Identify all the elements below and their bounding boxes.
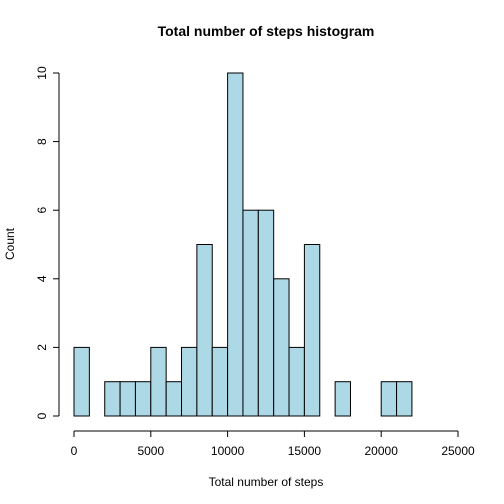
x-tick-label: 10000 (211, 444, 245, 458)
y-tick-label: 8 (35, 138, 49, 145)
histogram-bar (134, 381, 152, 417)
histogram-bar (119, 381, 136, 417)
histogram-bar (396, 381, 413, 417)
histogram-bar (211, 346, 229, 417)
x-tick-label: 15000 (288, 444, 322, 458)
histogram-bar (196, 244, 213, 417)
x-axis: 0 5000 10000 15000 20000 25000 (71, 430, 475, 458)
histogram-bar (73, 346, 90, 417)
chart-title: Total number of steps histogram (158, 23, 375, 39)
histogram-bar (257, 209, 275, 417)
histogram-bar (104, 381, 121, 417)
y-tick-label: 2 (35, 344, 49, 351)
y-tick-label: 6 (35, 207, 49, 214)
histogram-bar (181, 346, 198, 417)
bars-group (73, 72, 413, 417)
x-tick-label: 25000 (441, 444, 475, 458)
x-tick-label: 0 (71, 444, 78, 458)
histogram-bar (150, 346, 167, 417)
histogram-bar (334, 381, 351, 417)
histogram-bar (380, 381, 398, 417)
histogram-bar (227, 72, 244, 417)
y-axis: 0 2 4 6 8 10 (35, 66, 60, 419)
histogram-bar (273, 278, 290, 417)
histogram-bar (303, 244, 321, 417)
y-tick-label: 4 (35, 275, 49, 282)
x-tick-label: 20000 (365, 444, 399, 458)
histogram-bar (165, 381, 183, 417)
y-tick-label: 10 (35, 66, 49, 80)
histogram-bar (242, 209, 259, 417)
histogram-bar (288, 346, 305, 417)
y-tick-label: 0 (35, 412, 49, 419)
y-axis-label: Count (3, 227, 17, 260)
x-tick-label: 5000 (137, 444, 164, 458)
x-axis-label: Total number of steps (209, 475, 324, 489)
